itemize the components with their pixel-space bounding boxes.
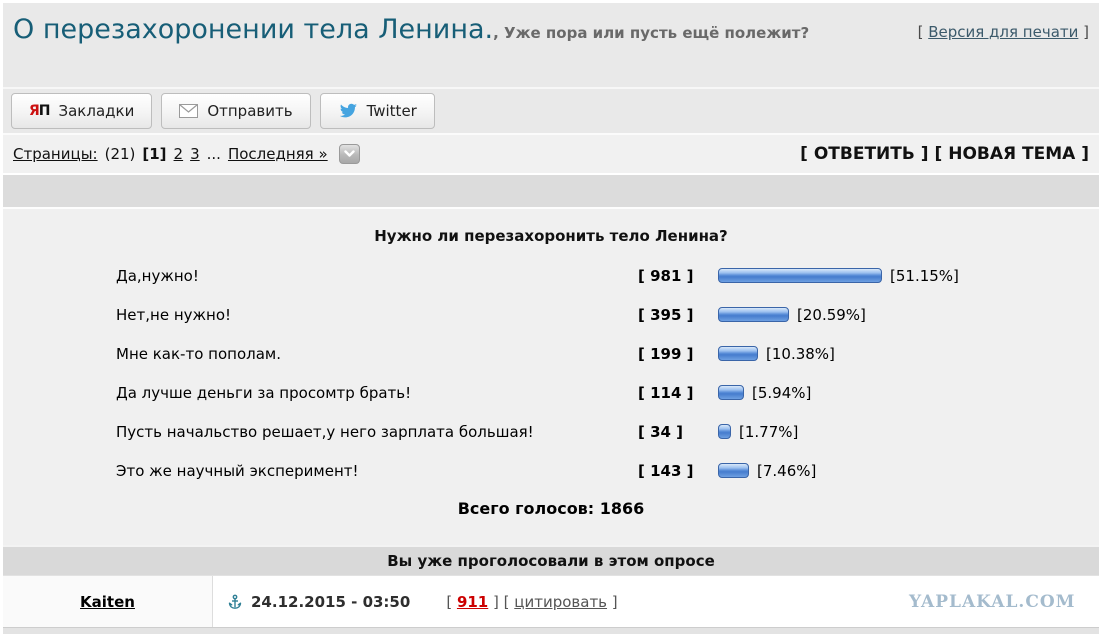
poll-option-percent: [5.94%] bbox=[752, 383, 812, 402]
print-bracket-close: ] bbox=[1078, 23, 1089, 41]
poll-option-row: Да,нужно! [ 981 ] [51.15%] bbox=[3, 256, 1099, 295]
poll-option-label: Пусть начальство решает,у него зарплата … bbox=[116, 422, 534, 441]
poll-option-votes: [ 143 ] bbox=[638, 461, 694, 480]
forum-page: О перезахоронении тела Ленина., Уже пора… bbox=[3, 3, 1099, 634]
pages-ellipsis: ... bbox=[206, 145, 221, 163]
send-button[interactable]: Отправить bbox=[161, 93, 311, 129]
pages-count: (21) bbox=[104, 145, 136, 163]
quote-link[interactable]: цитировать bbox=[514, 592, 608, 611]
poll-bar bbox=[718, 307, 789, 322]
poll-option-row: Пусть начальство решает,у него зарплата … bbox=[3, 412, 1099, 451]
poll-option-label: Это же научный эксперимент! bbox=[116, 461, 359, 480]
post-date: 24.12.2015 - 03:50 bbox=[251, 592, 411, 611]
post-number-bracket-close: ] [ bbox=[488, 592, 515, 611]
poll-option-result: [7.46%] bbox=[718, 462, 816, 480]
post-number-bracket-open: [ bbox=[446, 592, 457, 611]
print-bracket-open: [ bbox=[917, 23, 929, 41]
post-author-cell: Kaiten bbox=[3, 576, 213, 627]
bookmarks-label: Закладки bbox=[58, 102, 135, 120]
already-voted-banner: Вы уже проголосовали в этом опросе bbox=[3, 545, 1099, 575]
poll-option-result: [20.59%] bbox=[718, 306, 866, 324]
envelope-icon bbox=[179, 104, 199, 118]
chevron-down-icon bbox=[343, 150, 355, 158]
share-toolbar: ЯП Закладки Отправить Twitter bbox=[3, 87, 1099, 133]
print-version-link[interactable]: Версия для печати bbox=[928, 23, 1079, 41]
poll-option-row: Да лучше деньги за просомтр брать! [ 114… bbox=[3, 373, 1099, 412]
new-topic-button[interactable]: [ НОВАЯ ТЕМА ] bbox=[934, 144, 1089, 164]
poll-bar bbox=[718, 424, 731, 439]
poll-option-votes: [ 395 ] bbox=[638, 305, 694, 324]
reply-button[interactable]: [ ОТВЕТИТЬ ] bbox=[800, 144, 929, 164]
next-row-strip bbox=[3, 627, 1099, 634]
poll-option-label: Нет,не нужно! bbox=[116, 305, 232, 324]
poll-option-row: Нет,не нужно! [ 395 ] [20.59%] bbox=[3, 295, 1099, 334]
twitter-bird-icon bbox=[338, 103, 358, 120]
poll-option-label: Да лучше деньги за просомтр брать! bbox=[116, 383, 412, 402]
jump-to-bottom-button[interactable] bbox=[338, 144, 360, 164]
poll-bar bbox=[718, 463, 749, 478]
poll-option-row: Мне как-то пополам. [ 199 ] [10.38%] bbox=[3, 334, 1099, 373]
poll-option-percent: [20.59%] bbox=[797, 305, 866, 324]
poll-options: Да,нужно! [ 981 ] [51.15%] Нет,не нужно!… bbox=[3, 256, 1099, 490]
poll-option-votes: [ 114 ] bbox=[638, 383, 694, 402]
quote-bracket-close: ] bbox=[607, 592, 618, 611]
poll-option-label: Да,нужно! bbox=[116, 266, 199, 285]
yap-bookmarks-button[interactable]: ЯП Закладки bbox=[11, 93, 153, 129]
poll-option-votes: [ 34 ] bbox=[638, 422, 684, 441]
topic-actions: [ ОТВЕТИТЬ ] [ НОВАЯ ТЕМА ] bbox=[800, 144, 1089, 164]
post-meta: 24.12.2015 - 03:50 [ 911 ] [ цитировать … bbox=[213, 576, 909, 627]
twitter-button[interactable]: Twitter bbox=[319, 93, 435, 129]
poll-option-result: [51.15%] bbox=[718, 267, 959, 285]
topic-title: О перезахоронении тела Ленина. bbox=[13, 14, 494, 45]
poll-option-result: [1.77%] bbox=[718, 423, 798, 441]
post-row: Kaiten 24.12.2015 - 03:50 [ 911 ] [ цити… bbox=[3, 575, 1099, 627]
poll-option-row: Это же научный эксперимент! [ 143 ] [7.4… bbox=[3, 451, 1099, 490]
poll-option-result: [10.38%] bbox=[718, 345, 835, 363]
pagination: Страницы: (21) [1] 2 3 ... Последняя » bbox=[13, 144, 360, 164]
spacer-band bbox=[3, 173, 1099, 207]
poll-option-votes: [ 981 ] bbox=[638, 266, 694, 285]
poll-option-label: Мне как-то пополам. bbox=[116, 344, 281, 363]
twitter-label: Twitter bbox=[366, 102, 417, 120]
pages-label-link[interactable]: Страницы: bbox=[13, 145, 98, 163]
post-author-link[interactable]: Kaiten bbox=[80, 592, 135, 611]
anchor-icon[interactable] bbox=[227, 594, 243, 610]
poll-bar bbox=[718, 268, 882, 283]
post-references: [ 911 ] [ цитировать ] bbox=[446, 593, 617, 611]
poll-option-percent: [1.77%] bbox=[739, 422, 799, 441]
poll-option-percent: [51.15%] bbox=[890, 266, 959, 285]
send-label: Отправить bbox=[207, 102, 293, 120]
poll-total-votes: Всего голосов: 1866 bbox=[457, 499, 645, 518]
poll-option-votes: [ 199 ] bbox=[638, 344, 694, 363]
poll-bar bbox=[718, 346, 758, 361]
poll-bar bbox=[718, 385, 744, 400]
page-3-link[interactable]: 3 bbox=[190, 145, 200, 163]
poll-question: Нужно ли перезахоронить тело Ленина? bbox=[374, 227, 728, 245]
poll-option-result: [5.94%] bbox=[718, 384, 811, 402]
poll-section: Нужно ли перезахоронить тело Ленина? Да,… bbox=[3, 207, 1099, 545]
pagination-row: Страницы: (21) [1] 2 3 ... Последняя » [… bbox=[3, 133, 1099, 173]
yaplakal-watermark-logo: YAPLAKAL.COM bbox=[909, 591, 1076, 612]
page-current: [1] bbox=[142, 145, 167, 163]
print-version-wrap: [ Версия для печати ] bbox=[884, 13, 1089, 87]
post-number-link[interactable]: 911 bbox=[456, 592, 489, 611]
page-2-link[interactable]: 2 bbox=[173, 145, 184, 163]
poll-option-percent: [10.38%] bbox=[766, 344, 835, 363]
topic-header: О перезахоронении тела Ленина., Уже пора… bbox=[3, 3, 1099, 87]
poll-option-percent: [7.46%] bbox=[757, 461, 817, 480]
topic-title-block: О перезахоронении тела Ленина., Уже пора… bbox=[13, 13, 884, 87]
topic-subtitle: , Уже пора или пусть ещё полежит? bbox=[493, 24, 810, 42]
yaplakal-logo-icon: ЯП bbox=[29, 103, 50, 119]
last-page-link[interactable]: Последняя » bbox=[227, 145, 328, 163]
